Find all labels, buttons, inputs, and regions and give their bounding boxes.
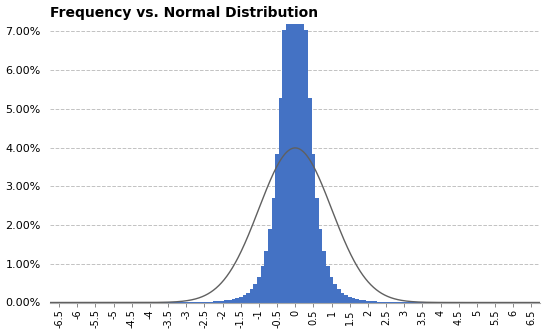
Bar: [348, 297, 352, 303]
Bar: [334, 284, 337, 303]
Bar: [282, 30, 286, 303]
Bar: [319, 229, 323, 303]
Bar: [388, 302, 391, 303]
Bar: [381, 302, 384, 303]
Bar: [293, 0, 297, 303]
Bar: [239, 297, 242, 303]
Bar: [312, 154, 315, 303]
Bar: [232, 299, 235, 303]
Bar: [217, 301, 221, 303]
Bar: [301, 0, 304, 303]
Bar: [352, 298, 355, 303]
Bar: [315, 198, 319, 303]
Bar: [246, 293, 250, 303]
Bar: [341, 293, 344, 303]
Bar: [344, 295, 348, 303]
Bar: [203, 302, 206, 303]
Bar: [268, 229, 271, 303]
Bar: [308, 98, 312, 303]
Bar: [370, 301, 373, 303]
Bar: [260, 266, 264, 303]
Bar: [199, 302, 203, 303]
Bar: [326, 266, 330, 303]
Bar: [304, 30, 308, 303]
Bar: [235, 298, 239, 303]
Bar: [221, 301, 224, 303]
Bar: [377, 302, 381, 303]
Bar: [279, 98, 282, 303]
Bar: [206, 302, 210, 303]
Bar: [250, 289, 253, 303]
Bar: [359, 300, 363, 303]
Bar: [210, 302, 213, 303]
Bar: [337, 289, 341, 303]
Text: Frequency vs. Normal Distribution: Frequency vs. Normal Distribution: [50, 6, 318, 20]
Bar: [213, 302, 217, 303]
Bar: [290, 0, 293, 303]
Bar: [384, 302, 388, 303]
Bar: [253, 284, 257, 303]
Bar: [242, 295, 246, 303]
Bar: [363, 301, 366, 303]
Bar: [228, 300, 232, 303]
Bar: [323, 251, 326, 303]
Bar: [192, 302, 195, 303]
Bar: [286, 0, 290, 303]
Bar: [264, 251, 268, 303]
Bar: [366, 301, 370, 303]
Bar: [373, 302, 377, 303]
Bar: [355, 299, 359, 303]
Bar: [195, 302, 199, 303]
Bar: [395, 302, 399, 303]
Bar: [275, 154, 279, 303]
Bar: [257, 277, 260, 303]
Bar: [271, 198, 275, 303]
Bar: [297, 0, 301, 303]
Bar: [330, 277, 334, 303]
Bar: [224, 301, 228, 303]
Bar: [391, 302, 395, 303]
